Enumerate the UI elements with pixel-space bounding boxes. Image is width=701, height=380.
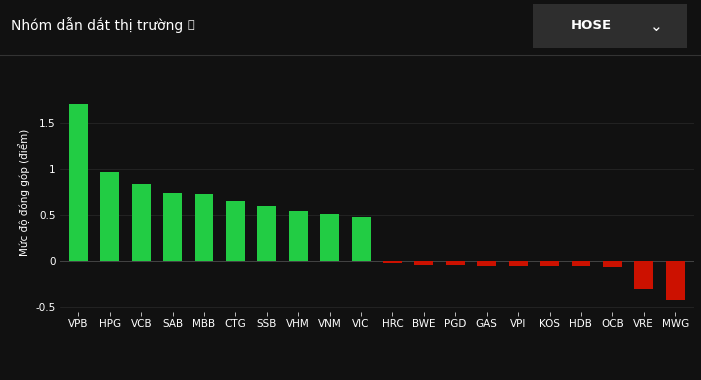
Text: ⌄: ⌄ [650, 19, 662, 34]
Bar [320, 214, 339, 261]
Bar [603, 261, 622, 268]
Bar [571, 261, 590, 266]
Bar [163, 193, 182, 261]
Bar [226, 201, 245, 261]
Text: HOSE: HOSE [571, 19, 612, 32]
Bar [540, 261, 559, 266]
Bar [477, 261, 496, 266]
Bar [195, 194, 214, 261]
Bar [257, 206, 276, 261]
Text: Nhóm dẫn dắt thị trường: Nhóm dẫn dắt thị trường [11, 17, 183, 33]
Bar [352, 217, 371, 261]
Y-axis label: Mức độ đóng góp (điểm): Mức độ đóng góp (điểm) [18, 128, 29, 255]
Bar [509, 261, 528, 266]
Bar [69, 105, 88, 261]
Legend: Mức đóng góp tăng (7.824), Mức đóng góp giảm (-0.989): Mức đóng góp tăng (7.824), Mức đóng góp … [184, 377, 569, 380]
Bar [289, 211, 308, 261]
Text: ⓘ: ⓘ [188, 20, 194, 30]
Bar [383, 261, 402, 263]
Bar [100, 172, 119, 261]
Bar [446, 261, 465, 264]
Bar [132, 184, 151, 261]
Bar [634, 261, 653, 288]
Bar [414, 261, 433, 264]
Bar [666, 261, 685, 299]
